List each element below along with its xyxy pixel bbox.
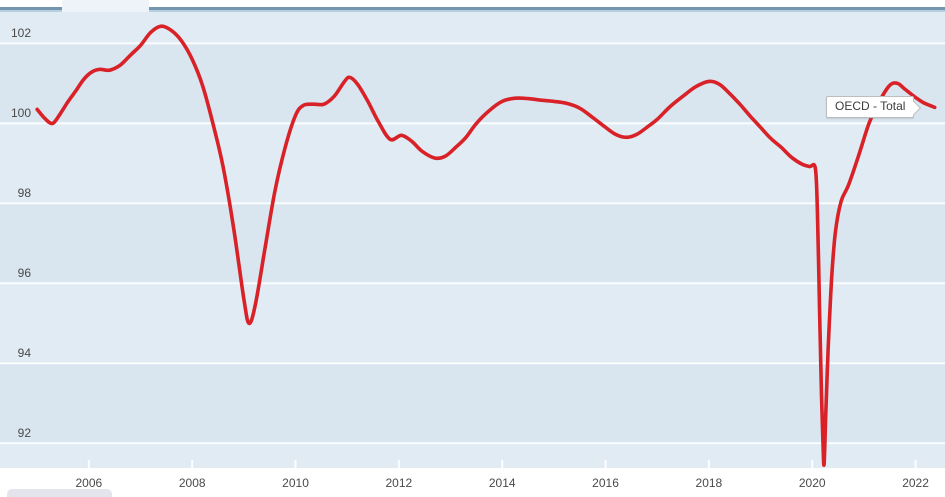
series-line-oecd-total[interactable] [35,24,937,467]
x-axis-label-2018: 2018 [695,476,723,490]
plot-band [0,203,945,284]
x-tick [914,460,917,468]
plot-band [0,363,945,444]
series-label-text: OECD - Total [835,99,906,113]
gridline [0,122,945,125]
x-tick [604,460,607,468]
x-tick [811,460,814,468]
x-axis-label-2012: 2012 [385,476,413,490]
x-tick [87,460,90,468]
plot-band [0,11,945,44]
gridline [0,362,945,365]
gridline [0,42,945,45]
x-axis-label-2006: 2006 [75,476,103,490]
x-axis-label-2022: 2022 [902,476,929,490]
plot-band [0,283,945,364]
x-tick [191,460,194,468]
top-border-notch [62,0,149,12]
top-border-segment-right [149,7,945,12]
x-axis-label-2010: 2010 [282,476,309,490]
x-tick [707,460,710,468]
plot-band [0,43,945,124]
bottom-tab-handle[interactable] [7,489,112,497]
gridline [0,442,945,445]
y-axis-label-92: 92 [17,426,31,441]
top-border-segment-left [0,7,62,12]
x-axis-strip [0,468,945,497]
x-tick [294,460,297,468]
gridlines [0,42,945,445]
line-chart-canvas [0,11,945,468]
x-tick [397,460,400,468]
x-axis-label-2016: 2016 [592,476,619,490]
y-axis-label-100: 100 [10,106,31,121]
y-axis-label-98: 98 [17,186,31,201]
x-tick [501,460,504,468]
x-axis-label-2008: 2008 [178,476,206,490]
plot-bands [0,11,945,468]
gridline [0,282,945,285]
x-axis-label-2014: 2014 [488,476,516,490]
plot-band [0,443,945,468]
y-axis-label-102: 102 [10,26,31,41]
series-label-tooltip[interactable]: OECD - Total [826,96,922,118]
x-axis-ticks [87,460,917,468]
y-axis-label-94: 94 [17,346,31,361]
x-axis-label-2020: 2020 [798,476,826,490]
plot-band [0,123,945,204]
y-axis-label-96: 96 [17,266,31,281]
gridline [0,202,945,205]
